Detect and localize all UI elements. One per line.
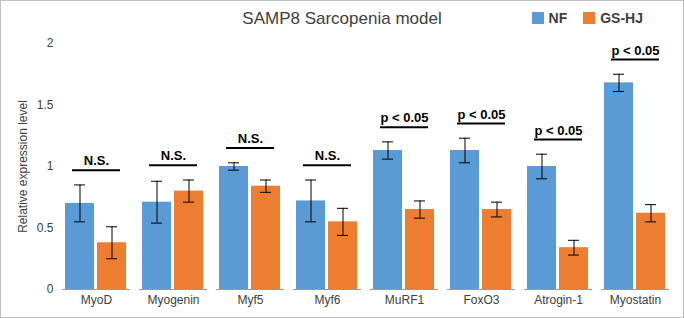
svg-text:FoxO3: FoxO3: [463, 293, 499, 307]
svg-text:N.S.: N.S.: [161, 148, 186, 163]
svg-text:p < 0.05: p < 0.05: [457, 107, 505, 122]
svg-text:N.S.: N.S.: [315, 148, 340, 163]
svg-text:Myogenin: Myogenin: [147, 293, 199, 307]
svg-text:N.S.: N.S.: [238, 131, 263, 146]
svg-text:N.S.: N.S.: [84, 153, 109, 168]
html-text:GS-HJ: GS-HJ: [600, 10, 643, 26]
svg-text:0: 0: [47, 282, 54, 296]
svg-text:p < 0.05: p < 0.05: [380, 110, 428, 125]
svg-text:1.5: 1.5: [37, 98, 54, 112]
svg-text:Atrogin-1: Atrogin-1: [534, 293, 583, 307]
html-text:SAMP8 Sarcopenia model: SAMP8 Sarcopenia model: [242, 9, 442, 28]
svg-text:0.5: 0.5: [37, 221, 54, 235]
svg-text:MuRF1: MuRF1: [385, 293, 425, 307]
svg-text:Myf5: Myf5: [237, 293, 263, 307]
svg-text:Myf6: Myf6: [314, 293, 340, 307]
html-text:NF: NF: [548, 10, 568, 26]
svg-text:p < 0.05: p < 0.05: [534, 123, 582, 138]
svg-text:2: 2: [47, 36, 54, 50]
svg-text:1: 1: [47, 159, 54, 173]
svg-text:p < 0.05: p < 0.05: [611, 43, 659, 58]
svg-text:Relative expression level: Relative expression level: [16, 100, 30, 233]
svg-text:Myostatin: Myostatin: [610, 293, 661, 307]
svg-text:MyoD: MyoD: [81, 293, 113, 307]
